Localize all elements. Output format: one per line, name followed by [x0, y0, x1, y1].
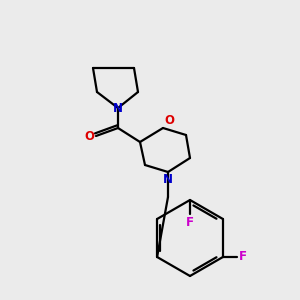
Text: N: N	[163, 173, 173, 186]
Text: F: F	[186, 216, 194, 229]
Text: O: O	[84, 130, 94, 142]
Text: O: O	[164, 114, 174, 127]
Text: N: N	[113, 103, 123, 116]
Text: F: F	[239, 250, 247, 263]
